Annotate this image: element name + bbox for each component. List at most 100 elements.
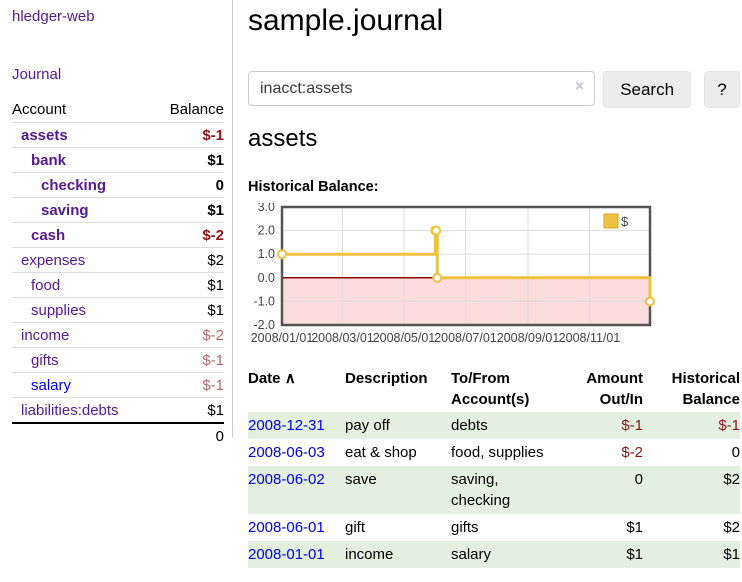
account-link[interactable]: assets: [21, 127, 68, 144]
search-form: × Search ?: [248, 71, 740, 108]
account-row: supplies $1: [12, 297, 224, 323]
register-header-accounts: To/From Account(s): [451, 370, 530, 408]
account-link[interactable]: salary: [31, 377, 72, 394]
search-box: ×: [248, 71, 596, 108]
account-balance: $-1: [152, 122, 224, 148]
accounts-header-account: Account: [12, 98, 153, 123]
account-heading: assets: [248, 125, 318, 152]
account-link[interactable]: cash: [31, 227, 66, 244]
account-row: income $-2: [12, 322, 224, 348]
account-row: checking 0: [12, 172, 224, 198]
transaction-date-link[interactable]: 2008-01-01: [248, 546, 325, 563]
account-balance: $-2: [152, 322, 224, 348]
svg-text:2008/07/01: 2008/07/01: [434, 331, 497, 345]
transaction-description: pay off: [345, 412, 451, 439]
transaction-accounts: gifts: [451, 519, 479, 536]
transaction-date-link[interactable]: 2008-06-02: [248, 471, 325, 488]
account-balance: $1: [152, 297, 224, 323]
account-balance: $1: [152, 197, 224, 223]
account-row: cash $-2: [12, 222, 224, 248]
svg-text:2008/01/01: 2008/01/01: [251, 331, 314, 345]
svg-text:0.0: 0.0: [258, 271, 275, 285]
transaction-balance: $2: [643, 466, 740, 514]
account-link[interactable]: gifts: [31, 352, 59, 369]
page-title: sample.journal: [248, 4, 444, 37]
register-header-amount: Amount Out/In: [586, 370, 643, 408]
register-row: 2008-06-02 save saving, checking 0 $2: [248, 466, 740, 514]
transaction-description: eat & shop: [345, 444, 417, 461]
historical-balance-chart[interactable]: 3.0 2.0 1.0 0.0 -1.0 -2.0 2008/01/01 2008/03/01…: [248, 203, 740, 349]
account-row: assets $-1: [12, 122, 224, 148]
account-link[interactable]: supplies: [31, 302, 87, 319]
account-link[interactable]: saving: [41, 202, 89, 219]
transaction-accounts: food, supplies: [451, 444, 544, 461]
account-balance: $-1: [152, 372, 224, 398]
account-link[interactable]: income: [21, 327, 70, 344]
account-balance: $-1: [152, 347, 224, 373]
accounts-header-balance: Balance: [152, 98, 224, 123]
transaction-description: gift: [345, 519, 366, 536]
register-header-date[interactable]: Date ∧: [248, 370, 296, 387]
account-link[interactable]: bank: [31, 152, 67, 169]
transaction-accounts: saving, checking: [451, 466, 563, 514]
account-link[interactable]: checking: [41, 177, 107, 194]
account-balance: $-2: [152, 222, 224, 248]
account-balance: 0: [152, 172, 224, 198]
main-content: sample.journal × Search ? assets Histori…: [248, 0, 740, 568]
clear-search-icon[interactable]: ×: [574, 78, 585, 95]
search-button[interactable]: Search: [603, 71, 692, 108]
register-row: 2008-06-01 gift gifts $1 $2: [248, 514, 740, 541]
account-row: food $1: [12, 272, 224, 298]
search-input[interactable]: [248, 71, 596, 106]
register-header-description: Description: [345, 370, 428, 387]
transaction-date-link[interactable]: 2008-06-03: [248, 444, 325, 461]
register-row: 2008-12-31 pay off debts $-1 $-1: [248, 412, 740, 439]
transaction-date-link[interactable]: 2008-12-31: [248, 417, 325, 434]
svg-text:2008/11/01: 2008/11/01: [559, 331, 621, 345]
svg-text:-1.0: -1.0: [253, 294, 275, 308]
accounts-total-row: 0: [12, 422, 224, 448]
accounts-tree-table: Account Balance assets $-1 bank $1 check…: [12, 98, 224, 448]
accounts-total-value: 0: [152, 422, 224, 448]
svg-text:1.0: 1.0: [258, 247, 275, 261]
transaction-amount: $1: [626, 519, 643, 536]
transaction-balance: $-1: [643, 412, 740, 439]
register-row: 2008-06-03 eat & shop food, supplies $-2…: [248, 439, 740, 466]
transaction-accounts: debts: [451, 412, 563, 439]
transaction-accounts: salary: [451, 541, 563, 568]
svg-text:3.0: 3.0: [258, 203, 275, 214]
account-row: bank $1: [12, 147, 224, 173]
register-header-balance: Historical Balance: [671, 370, 740, 408]
account-balance: $1: [152, 397, 224, 424]
sidebar-item-journal[interactable]: Journal: [12, 66, 62, 83]
account-row: liabilities:debts $1: [12, 397, 224, 424]
transaction-description: income: [345, 541, 451, 568]
help-button[interactable]: ?: [704, 71, 740, 108]
transaction-balance: $1: [643, 541, 740, 568]
transaction-amount: $1: [563, 541, 643, 568]
transaction-date-link[interactable]: 2008-06-01: [248, 519, 325, 536]
account-balance: $2: [152, 247, 224, 273]
svg-text:2.0: 2.0: [258, 224, 275, 238]
account-link[interactable]: liabilities:debts: [21, 402, 119, 419]
app-brand-link[interactable]: hledger-web: [12, 8, 95, 25]
register-row: 2008-01-01 income salary $1 $1: [248, 541, 740, 568]
sidebar: hledger-web Journal Account Balance asse…: [0, 0, 233, 448]
transaction-amount: 0: [563, 466, 643, 514]
account-row: saving $1: [12, 197, 224, 223]
transaction-description: save: [345, 466, 451, 514]
transaction-balance: 0: [731, 444, 740, 461]
transaction-amount: $-2: [621, 444, 643, 461]
account-link[interactable]: food: [31, 277, 61, 294]
account-row: expenses $2: [12, 247, 224, 273]
svg-text:-2.0: -2.0: [253, 318, 275, 332]
sort-ascending-icon: ∧: [284, 370, 296, 387]
svg-text:$: $: [621, 214, 629, 229]
svg-text:2008/03/01: 2008/03/01: [311, 331, 374, 345]
svg-text:2008/05/01: 2008/05/01: [373, 331, 436, 345]
account-row: salary $-1: [12, 372, 224, 398]
chart-title: Historical Balance:: [248, 179, 379, 195]
account-row: gifts $-1: [12, 347, 224, 373]
svg-text:2008/09/01: 2008/09/01: [497, 331, 560, 345]
account-link[interactable]: expenses: [21, 252, 86, 269]
